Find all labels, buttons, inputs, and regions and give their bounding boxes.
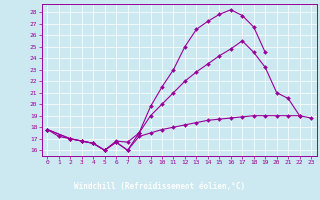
Text: Windchill (Refroidissement éolien,°C): Windchill (Refroidissement éolien,°C): [75, 182, 245, 192]
